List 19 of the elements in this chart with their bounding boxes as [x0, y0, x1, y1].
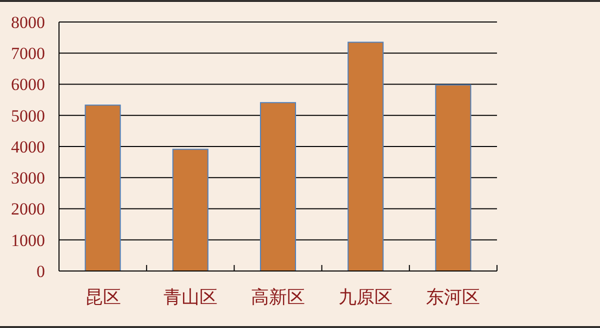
x-tick-label: 昆区 [84, 287, 121, 308]
bar [260, 102, 296, 272]
y-tick-label: 1000 [11, 230, 45, 250]
y-tick-label: 0 [36, 262, 45, 281]
y-tick-label: 2000 [11, 200, 45, 219]
y-tick-label: 8000 [11, 12, 45, 32]
y-tick-label: 6000 [11, 75, 45, 94]
y-tick-label: 3000 [11, 168, 45, 188]
x-tick-label: 高新区 [251, 287, 305, 308]
bar [348, 42, 384, 272]
x-tick-label: 东河区 [426, 287, 480, 308]
y-tick-label: 4000 [11, 137, 45, 156]
y-tick-label: 7000 [11, 44, 45, 64]
bar [84, 104, 121, 272]
x-tick-label: 青山区 [163, 287, 218, 308]
bar [172, 148, 208, 272]
x-tick-label: 九原区 [338, 287, 393, 308]
y-tick-label: 5000 [11, 106, 45, 126]
bar [435, 84, 472, 272]
